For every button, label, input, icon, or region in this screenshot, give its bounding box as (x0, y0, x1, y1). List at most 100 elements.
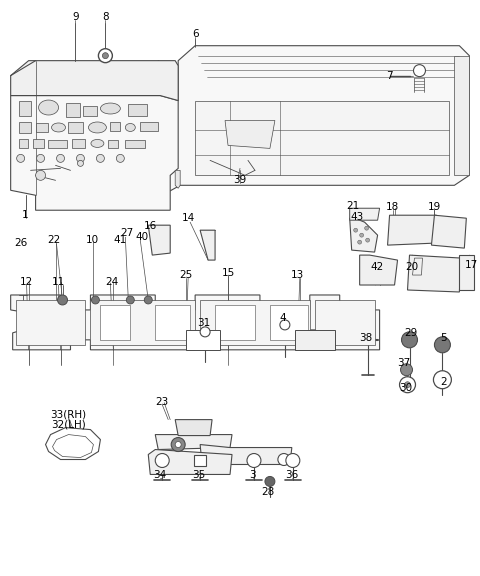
Polygon shape (52, 434, 94, 457)
Circle shape (126, 296, 134, 304)
Circle shape (360, 233, 364, 237)
Ellipse shape (125, 123, 135, 131)
Text: 39: 39 (233, 175, 247, 185)
Polygon shape (125, 141, 145, 149)
Polygon shape (194, 454, 206, 467)
Polygon shape (155, 305, 190, 340)
Text: 38: 38 (359, 333, 372, 343)
Ellipse shape (38, 100, 59, 115)
Polygon shape (36, 123, 48, 132)
Polygon shape (68, 123, 84, 134)
Circle shape (405, 382, 410, 388)
Circle shape (402, 332, 418, 348)
Polygon shape (158, 46, 469, 195)
Polygon shape (412, 258, 422, 275)
Text: 43: 43 (350, 212, 363, 222)
Polygon shape (186, 330, 220, 350)
Text: 3: 3 (250, 471, 256, 480)
Polygon shape (19, 123, 31, 134)
Circle shape (36, 154, 45, 162)
Circle shape (116, 154, 124, 162)
Text: 2: 2 (440, 377, 447, 386)
Polygon shape (48, 141, 67, 149)
Circle shape (102, 52, 108, 59)
Circle shape (96, 154, 104, 162)
Circle shape (399, 377, 416, 393)
Polygon shape (19, 101, 31, 116)
Polygon shape (148, 449, 232, 475)
Circle shape (91, 296, 99, 304)
Circle shape (354, 228, 358, 232)
Text: 41: 41 (114, 235, 127, 245)
Polygon shape (90, 300, 195, 345)
Ellipse shape (91, 139, 104, 147)
Polygon shape (100, 305, 130, 340)
Polygon shape (270, 305, 308, 340)
Ellipse shape (100, 103, 120, 114)
Polygon shape (84, 105, 97, 116)
Circle shape (265, 476, 275, 486)
Polygon shape (11, 60, 178, 101)
Polygon shape (175, 420, 212, 435)
Text: 37: 37 (397, 358, 410, 368)
Text: 9: 9 (72, 12, 79, 22)
Text: 8: 8 (102, 12, 108, 22)
Polygon shape (148, 225, 170, 255)
Circle shape (175, 442, 181, 448)
Text: 29: 29 (404, 328, 417, 338)
Circle shape (155, 453, 169, 468)
Polygon shape (11, 96, 178, 210)
Text: 18: 18 (386, 202, 399, 212)
Text: 19: 19 (428, 202, 441, 212)
Circle shape (413, 65, 425, 77)
Text: 6: 6 (192, 29, 198, 39)
Circle shape (171, 438, 185, 452)
Circle shape (358, 240, 361, 244)
Text: 23: 23 (156, 397, 169, 407)
Polygon shape (128, 104, 147, 116)
Polygon shape (350, 218, 378, 252)
Text: 5: 5 (440, 333, 447, 343)
Circle shape (76, 154, 84, 162)
Polygon shape (155, 434, 232, 449)
Polygon shape (72, 139, 85, 149)
Circle shape (286, 453, 300, 468)
Circle shape (434, 337, 450, 353)
Polygon shape (195, 101, 449, 175)
Text: 20: 20 (405, 262, 418, 272)
Text: 12: 12 (20, 277, 33, 287)
Text: 30: 30 (399, 382, 412, 393)
Polygon shape (11, 295, 380, 350)
Circle shape (366, 238, 370, 242)
Circle shape (247, 453, 261, 468)
Text: 13: 13 (291, 270, 304, 280)
Text: 10: 10 (86, 235, 99, 245)
Text: 31: 31 (197, 318, 211, 328)
Text: 42: 42 (370, 262, 383, 272)
Circle shape (57, 154, 64, 162)
Polygon shape (33, 139, 44, 149)
Polygon shape (16, 300, 85, 345)
Polygon shape (459, 255, 474, 290)
Circle shape (365, 226, 369, 230)
Circle shape (200, 327, 210, 337)
Polygon shape (295, 330, 335, 350)
Text: 14: 14 (181, 213, 195, 223)
Polygon shape (46, 427, 100, 460)
Polygon shape (110, 123, 120, 131)
Ellipse shape (51, 123, 65, 132)
Circle shape (400, 364, 412, 376)
Text: 28: 28 (261, 487, 275, 498)
Text: 35: 35 (192, 471, 206, 480)
Polygon shape (200, 230, 215, 260)
Polygon shape (215, 305, 255, 340)
Circle shape (58, 295, 68, 305)
Text: 24: 24 (106, 277, 119, 287)
Text: 32(LH): 32(LH) (51, 419, 86, 430)
Polygon shape (360, 255, 397, 285)
Text: 17: 17 (465, 260, 478, 270)
Text: 26: 26 (14, 238, 27, 248)
Circle shape (77, 160, 84, 166)
Polygon shape (175, 170, 180, 188)
Circle shape (280, 320, 290, 330)
